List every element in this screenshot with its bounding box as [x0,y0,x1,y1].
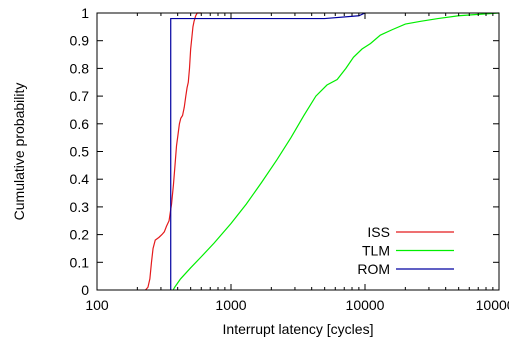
series-line-tlm [172,12,500,291]
y-tick-label: 0.8 [70,60,90,76]
y-tick-label: 0 [81,282,89,298]
plot-lines [145,12,500,291]
y-tick-label: 0.4 [70,171,90,187]
series-line-rom [170,12,366,290]
x-tick-label: 10000 [346,297,385,313]
plot-frame [96,12,500,291]
y-tick-label: 0.2 [70,227,90,243]
series-line-iss [145,12,202,291]
y-tick-label: 0.5 [70,144,90,160]
y-tick-label: 0.3 [70,199,90,215]
legend-label-tlm: TLM [362,243,390,259]
y-tick-label: 0.1 [70,254,90,270]
y-axis: 0 0.1 0.2 0.3 0.4 0.5 0.6 0.7 0.8 0.9 1 [70,5,499,298]
x-axis-label: Interrupt latency [cycles] [223,321,374,337]
y-axis-label: Cumulative probability [11,83,27,221]
x-tick-label: 1000 [215,297,246,313]
x-tick-label: 100 [85,297,109,313]
y-tick-label: 0.7 [70,88,90,104]
legend-label-rom: ROM [357,261,390,277]
y-tick-label: 1 [81,5,89,21]
legend: ISS TLM ROM [357,224,454,277]
legend-label-iss: ISS [367,224,390,240]
y-tick-label: 0.9 [70,33,90,49]
x-axis: 100 1000 10000 100000 [85,13,509,313]
y-tick-label: 0.6 [70,116,90,132]
x-tick-label: 100000 [476,297,509,313]
